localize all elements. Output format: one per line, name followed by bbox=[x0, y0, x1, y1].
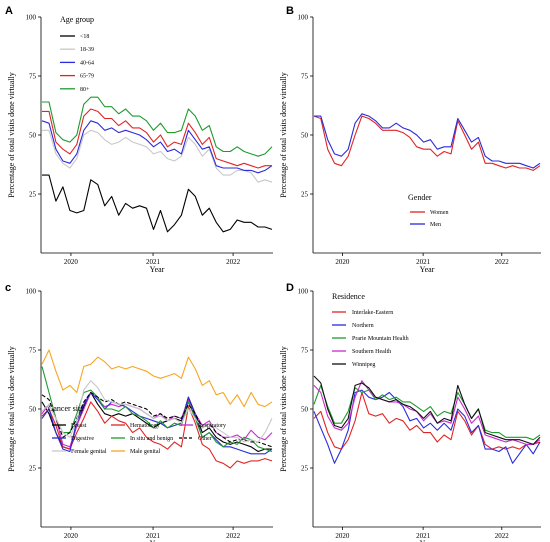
series-line-women bbox=[313, 115, 541, 171]
x-axis-label: Year bbox=[420, 265, 435, 274]
legend-label-18-39: 18-39 bbox=[80, 47, 94, 53]
x-tick-label: 2021 bbox=[146, 258, 161, 266]
legend-label-in-situ-and-benign: In situ and benign bbox=[130, 436, 173, 442]
legend-label-female-genital: Female genital bbox=[71, 449, 107, 455]
series-line-southern-health bbox=[313, 380, 541, 445]
y-tick-label: 100 bbox=[298, 14, 309, 22]
y-tick-label: 75 bbox=[301, 347, 309, 355]
legend-label-digestive: Digestive bbox=[71, 436, 94, 442]
panel-d: D 25 50 75 100 2020 2021 2022 Year Percentage of … bbox=[279, 282, 541, 542]
series-line-male-genital bbox=[41, 349, 273, 408]
legend: Residence Interlake-Eastern Northern Prarie… bbox=[332, 292, 409, 368]
y-axis-label: Percentage of total visits done virtuall… bbox=[279, 346, 288, 472]
legend: Cancer site Breast Hematology Respiratory Di… bbox=[48, 404, 226, 455]
series-line-hematology bbox=[41, 401, 273, 469]
legend-label-breast: Breast bbox=[71, 423, 87, 429]
panel-c: c 25 50 75 100 2020 2021 2022 Year Percentage of … bbox=[5, 282, 273, 542]
legend-title: Residence bbox=[332, 292, 365, 301]
y-tick-label: 50 bbox=[29, 132, 37, 140]
legend-label-male-genital: Male genital bbox=[130, 449, 160, 455]
x-tick-label: 2022 bbox=[495, 532, 510, 540]
panel-label: B bbox=[286, 5, 294, 17]
x-axis-label: Year bbox=[150, 265, 165, 274]
legend-label-northern: Northern bbox=[352, 323, 374, 329]
series-line-winnipeg bbox=[313, 375, 541, 445]
series-line-interlake-eastern bbox=[313, 391, 541, 450]
legend-title: Cancer site bbox=[48, 404, 84, 413]
legend-label-80: 80+ bbox=[80, 87, 90, 93]
legend-label-65-79: 65-79 bbox=[80, 74, 94, 80]
y-tick-label: 100 bbox=[298, 288, 309, 296]
y-tick-label: 25 bbox=[29, 191, 37, 199]
legend-label-18: <18 bbox=[80, 34, 89, 40]
legend-label-men: Men bbox=[430, 222, 441, 228]
series-line-other bbox=[41, 391, 273, 448]
x-axis-label: Year bbox=[150, 539, 165, 542]
legend: Age group <18 18-39 40-64 65-79 80+ bbox=[60, 15, 94, 93]
series-line-40-64 bbox=[41, 120, 273, 174]
y-axis-label: Percentage of total visits done virtuall… bbox=[7, 346, 16, 472]
series-line-80 bbox=[42, 96, 273, 157]
series-line-18 bbox=[42, 174, 273, 233]
series-line-18-39 bbox=[42, 129, 273, 183]
panel-a: A 25 50 75 100 2020 2021 2022 Year Percentage of … bbox=[5, 5, 273, 274]
legend-label-40-64: 40-64 bbox=[80, 60, 94, 66]
y-tick-label: 50 bbox=[29, 406, 37, 414]
panel-label: D bbox=[286, 282, 294, 294]
y-tick-label: 50 bbox=[301, 406, 309, 414]
panel-label: A bbox=[5, 5, 13, 17]
x-tick-label: 2020 bbox=[64, 532, 79, 540]
x-axis-label: Year bbox=[420, 539, 435, 542]
x-tick-label: 2022 bbox=[226, 532, 241, 540]
series-line-digestive bbox=[41, 391, 273, 455]
series-line-northern bbox=[313, 389, 541, 464]
legend-label-winnipeg: Winnipeg bbox=[352, 362, 375, 368]
y-axis-label: Percentage of total visits done virtuall… bbox=[7, 72, 16, 198]
panel-b: B 25 50 75 100 2020 2021 2022 Year Percentage of … bbox=[279, 5, 541, 274]
legend-label-respiratory: Respiratory bbox=[198, 423, 226, 429]
y-tick-label: 75 bbox=[29, 73, 37, 81]
y-axis-label: Percentage of total visits done virtuall… bbox=[279, 72, 288, 198]
x-tick-label: 2021 bbox=[416, 532, 431, 540]
y-tick-label: 25 bbox=[301, 191, 309, 199]
x-tick-label: 2020 bbox=[335, 532, 350, 540]
y-tick-label: 75 bbox=[301, 73, 309, 81]
x-tick-label: 2021 bbox=[146, 532, 161, 540]
legend-label-other: Other bbox=[198, 436, 212, 442]
legend-title: Gender bbox=[408, 193, 432, 202]
y-tick-label: 100 bbox=[26, 288, 37, 296]
x-tick-label: 2022 bbox=[495, 258, 510, 266]
legend-label-southern-health: Southern Health bbox=[352, 349, 391, 355]
x-tick-label: 2020 bbox=[335, 258, 350, 266]
series-line-65-79 bbox=[42, 108, 272, 169]
x-tick-label: 2021 bbox=[416, 258, 431, 266]
series-line-respiratory bbox=[41, 391, 273, 448]
legend-title: Age group bbox=[60, 15, 94, 24]
legend: Gender Women Men bbox=[408, 193, 449, 228]
y-tick-label: 25 bbox=[301, 465, 309, 473]
y-tick-label: 75 bbox=[29, 347, 37, 355]
legend-label-women: Women bbox=[430, 210, 449, 216]
legend-label-prarie-mountain-health: Prarie Mountain Health bbox=[352, 336, 409, 342]
y-tick-label: 25 bbox=[29, 465, 37, 473]
legend-label-hematology: Hematology bbox=[130, 423, 160, 429]
x-tick-label: 2022 bbox=[226, 258, 241, 266]
y-tick-label: 50 bbox=[301, 132, 309, 140]
y-tick-label: 100 bbox=[26, 14, 37, 22]
series-line-men bbox=[314, 113, 541, 169]
legend-label-interlake-eastern: Interlake-Eastern bbox=[352, 310, 393, 316]
series-line-female-genital bbox=[41, 380, 273, 443]
x-tick-label: 2020 bbox=[64, 258, 79, 266]
panel-label: c bbox=[5, 282, 11, 294]
